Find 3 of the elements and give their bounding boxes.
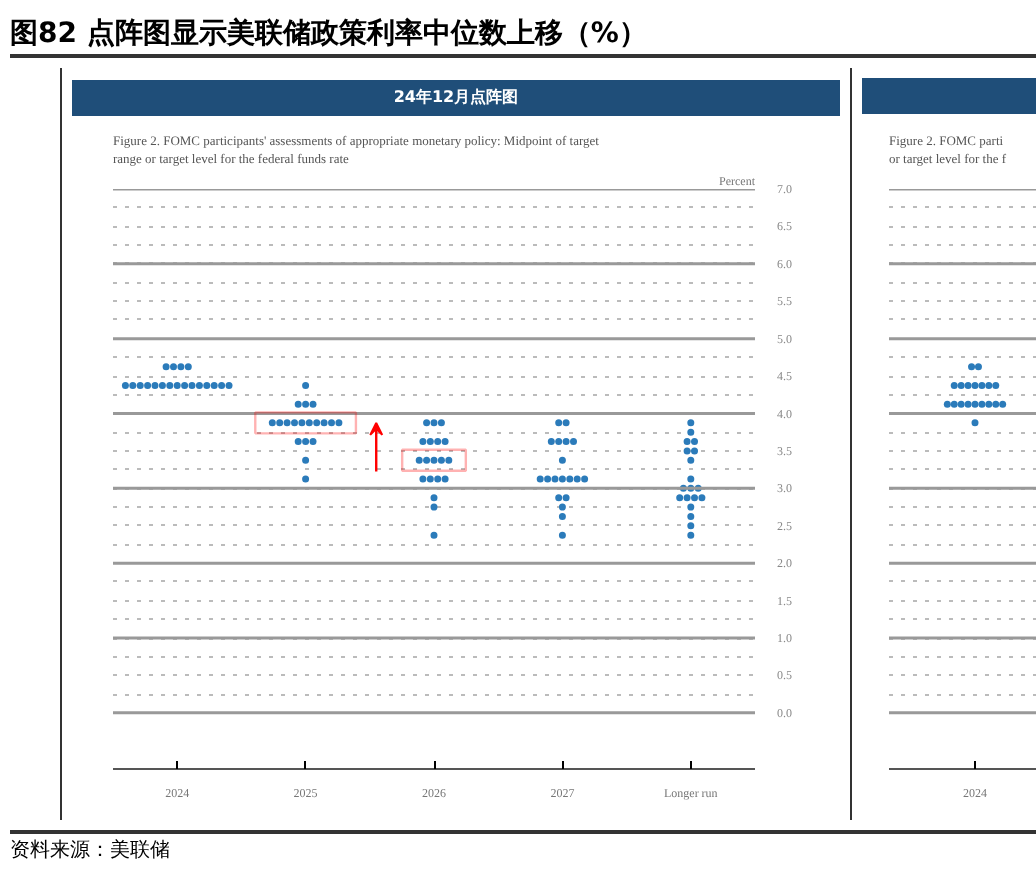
text: 资料来源：美联储 (10, 837, 170, 866)
caption: 图82 点阵图显示美联储政策利率中位数上移（%） (10, 15, 647, 54)
panel-header-bar: 24年12月点阵图 (72, 80, 840, 116)
